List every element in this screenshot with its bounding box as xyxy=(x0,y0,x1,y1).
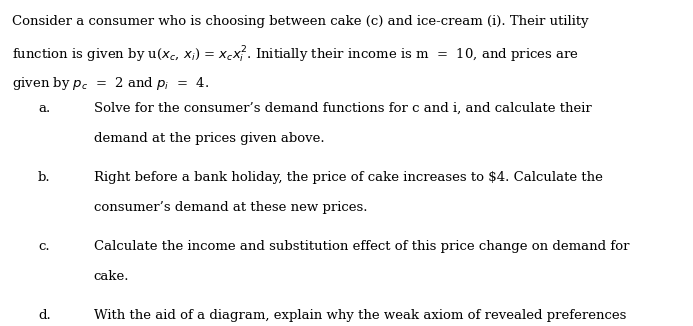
Text: consumer’s demand at these new prices.: consumer’s demand at these new prices. xyxy=(94,200,367,214)
Text: Right before a bank holiday, the price of cake increases to $4. Calculate the: Right before a bank holiday, the price o… xyxy=(94,170,602,184)
Text: a.: a. xyxy=(38,102,51,115)
Text: c.: c. xyxy=(38,240,50,253)
Text: given by $p_c$  =  2 and $p_i$  =  4.: given by $p_c$ = 2 and $p_i$ = 4. xyxy=(12,75,210,92)
Text: demand at the prices given above.: demand at the prices given above. xyxy=(94,132,324,145)
Text: With the aid of a diagram, explain why the weak axiom of revealed preferences: With the aid of a diagram, explain why t… xyxy=(94,309,626,321)
Text: b.: b. xyxy=(38,170,51,184)
Text: Solve for the consumer’s demand functions for c and i, and calculate their: Solve for the consumer’s demand function… xyxy=(94,102,591,115)
Text: function is given by u($x_c$, $x_i$) = $x_c x_i^2$. Initially their income is m : function is given by u($x_c$, $x_i$) = $… xyxy=(12,45,579,65)
Text: Calculate the income and substitution effect of this price change on demand for: Calculate the income and substitution ef… xyxy=(94,240,629,253)
Text: d.: d. xyxy=(38,309,51,321)
Text: Consider a consumer who is choosing between cake (c) and ice-cream (i). Their ut: Consider a consumer who is choosing betw… xyxy=(12,15,589,28)
Text: cake.: cake. xyxy=(94,270,129,283)
